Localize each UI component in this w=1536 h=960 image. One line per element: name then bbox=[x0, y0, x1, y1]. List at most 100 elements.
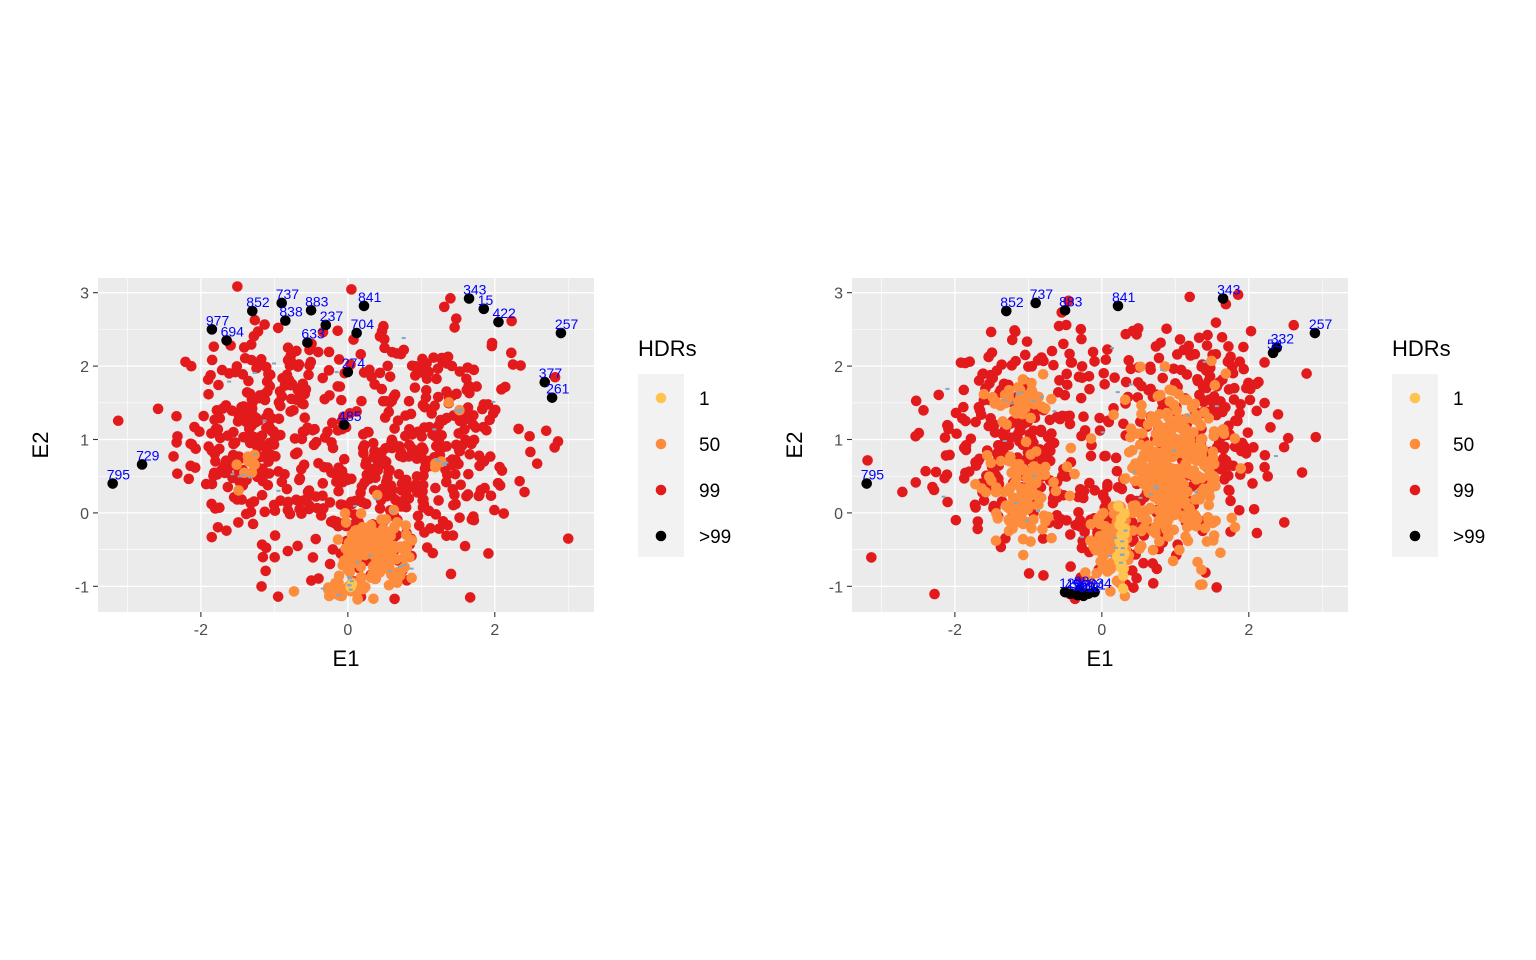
point-hdr-99 bbox=[972, 523, 983, 535]
point-hdr-99 bbox=[462, 362, 473, 373]
point-hdr-99 bbox=[466, 438, 477, 450]
point-hdr-99 bbox=[1110, 452, 1122, 464]
point-hdr-99 bbox=[1087, 346, 1099, 358]
point-hdr-99 bbox=[238, 342, 250, 353]
point-hdr-99 bbox=[1065, 529, 1076, 540]
mode-marker bbox=[276, 489, 281, 492]
point-hdr-99 bbox=[1301, 368, 1312, 379]
point-hdr-50 bbox=[376, 514, 387, 525]
point-hdr-99 bbox=[430, 440, 442, 452]
point-hdr-99 bbox=[381, 488, 393, 500]
point-hdr-50 bbox=[1196, 564, 1207, 576]
point-hdr-99 bbox=[185, 438, 196, 450]
mode-marker bbox=[402, 563, 407, 566]
point-hdr-99 bbox=[244, 388, 256, 400]
point-hdr-99 bbox=[454, 445, 465, 457]
point-hdr-99 bbox=[351, 406, 362, 417]
point-hdr-99 bbox=[1233, 504, 1245, 516]
x-tick-label: 0 bbox=[1097, 622, 1106, 639]
point-hdr-99 bbox=[1248, 503, 1260, 515]
point-hdr-99 bbox=[445, 293, 456, 304]
point-hdr-50 bbox=[1144, 504, 1156, 516]
point-hdr-99 bbox=[1051, 509, 1063, 521]
point-hdr-99 bbox=[1278, 517, 1290, 528]
point-outlier bbox=[861, 478, 872, 489]
point-hdr-99 bbox=[337, 499, 349, 511]
point-outlier bbox=[555, 327, 567, 339]
point-hdr-99 bbox=[1155, 337, 1166, 349]
point-hdr-99 bbox=[269, 551, 281, 563]
point-hdr-50 bbox=[1065, 442, 1077, 454]
point-hdr-99 bbox=[323, 365, 335, 376]
mode-marker bbox=[459, 408, 464, 411]
point-hdr-99 bbox=[282, 497, 293, 509]
point-hdr-99 bbox=[1282, 432, 1294, 444]
point-hdr-99 bbox=[1075, 392, 1087, 404]
point-hdr-99 bbox=[455, 479, 467, 491]
point-hdr-99 bbox=[1058, 338, 1069, 350]
point-hdr-50 bbox=[1136, 525, 1147, 537]
x-tick-label: -2 bbox=[194, 622, 208, 639]
point-hdr-99 bbox=[1123, 355, 1135, 366]
point-hdr-50 bbox=[1136, 399, 1147, 411]
y-tick-label: 3 bbox=[80, 286, 89, 303]
point-hdr-99 bbox=[1168, 363, 1180, 375]
mode-marker bbox=[347, 584, 352, 587]
point-outlier bbox=[1074, 584, 1086, 596]
point-hdr-99 bbox=[513, 423, 524, 435]
point-hdr-99 bbox=[222, 481, 234, 493]
point-hdr-50 bbox=[981, 449, 993, 461]
point-hdr-99 bbox=[356, 395, 367, 407]
point-hdr-50 bbox=[1016, 485, 1027, 497]
point-hdr-50 bbox=[1207, 446, 1219, 458]
point-hdr-50 bbox=[1119, 394, 1131, 406]
outlier-label: 612 bbox=[1077, 579, 1101, 595]
legend-label: 50 bbox=[1453, 435, 1474, 456]
point-hdr-99 bbox=[324, 558, 336, 570]
point-hdr-99 bbox=[243, 423, 255, 435]
point-hdr-1 bbox=[1117, 540, 1128, 552]
mode-marker bbox=[1148, 493, 1153, 496]
point-hdr-99 bbox=[303, 503, 315, 515]
mode-marker bbox=[391, 510, 396, 513]
point-hdr-50 bbox=[1022, 503, 1034, 515]
point-hdr-99 bbox=[970, 416, 981, 428]
point-hdr-99 bbox=[392, 415, 404, 426]
outlier-label: 389 bbox=[1072, 578, 1096, 594]
point-hdr-50 bbox=[1037, 369, 1049, 380]
point-hdr-99 bbox=[332, 325, 343, 337]
y-tick-label: -1 bbox=[829, 579, 843, 596]
point-hdr-99 bbox=[1014, 421, 1025, 432]
point-hdr-50 bbox=[406, 572, 417, 584]
point-hdr-99 bbox=[232, 281, 243, 292]
mode-marker bbox=[444, 461, 449, 464]
point-hdr-99 bbox=[292, 447, 303, 458]
point-hdr-99 bbox=[269, 505, 281, 517]
point-hdr-50 bbox=[1168, 399, 1180, 411]
outlier-label: 795 bbox=[107, 467, 131, 483]
point-hdr-99 bbox=[918, 405, 929, 416]
point-hdr-50 bbox=[1089, 542, 1100, 554]
outlier-label: 852 bbox=[1000, 294, 1024, 310]
point-hdr-50 bbox=[1085, 519, 1097, 530]
point-hdr-99 bbox=[294, 473, 306, 484]
point-hdr-50 bbox=[249, 459, 260, 470]
point-hdr-99 bbox=[933, 389, 945, 401]
point-hdr-99 bbox=[346, 498, 358, 510]
point-outlier bbox=[247, 305, 258, 317]
mode-marker bbox=[432, 428, 437, 431]
mode-marker bbox=[1172, 449, 1177, 452]
point-hdr-99 bbox=[432, 363, 444, 374]
point-hdr-50 bbox=[391, 517, 403, 528]
point-hdr-99 bbox=[1054, 375, 1065, 386]
point-hdr-99 bbox=[494, 461, 505, 473]
point-hdr-99 bbox=[1109, 372, 1120, 383]
point-hdr-50 bbox=[1020, 436, 1032, 448]
point-hdr-99 bbox=[367, 437, 379, 449]
x-tick-label: 2 bbox=[1244, 622, 1253, 639]
point-hdr-99 bbox=[1220, 455, 1232, 467]
point-hdr-50 bbox=[1208, 530, 1220, 541]
mode-marker bbox=[945, 387, 950, 390]
point-hdr-99 bbox=[281, 369, 293, 381]
